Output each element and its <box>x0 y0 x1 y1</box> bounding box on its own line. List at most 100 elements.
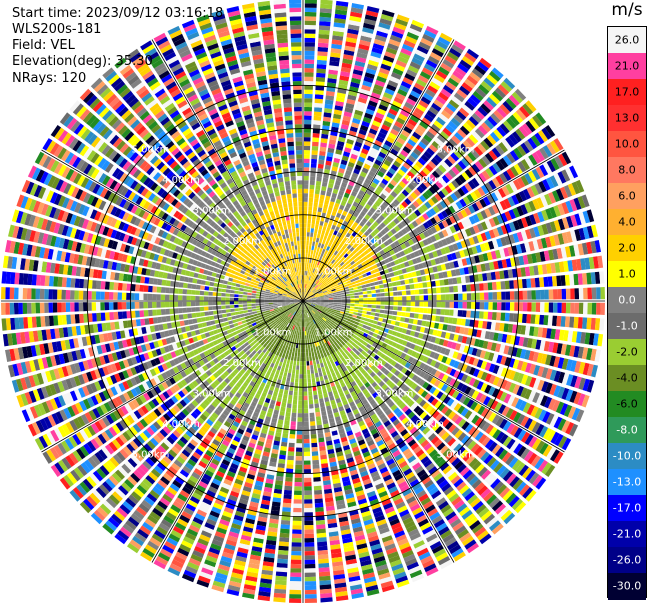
velocity-gate <box>303 223 307 228</box>
velocity-gate <box>436 301 442 308</box>
velocity-gate <box>328 275 333 280</box>
velocity-gate <box>457 285 463 292</box>
velocity-gate <box>441 383 449 392</box>
velocity-gate <box>582 378 591 392</box>
velocity-gate <box>349 306 355 309</box>
velocity-gate <box>553 219 561 232</box>
velocity-gate <box>439 316 445 323</box>
velocity-gate <box>367 308 372 312</box>
velocity-gate <box>314 328 317 334</box>
velocity-gate <box>569 316 575 328</box>
velocity-gate <box>278 545 289 551</box>
velocity-gate <box>418 215 426 223</box>
velocity-gate <box>333 281 338 286</box>
velocity-gate <box>365 459 374 466</box>
velocity-gate <box>389 325 395 330</box>
velocity-gate <box>392 144 401 153</box>
velocity-gate <box>311 325 314 330</box>
velocity-gate <box>327 147 335 154</box>
velocity-gate <box>323 269 328 274</box>
velocity-gate <box>324 315 329 319</box>
velocity-gate <box>457 259 464 267</box>
velocity-gate <box>309 276 313 281</box>
velocity-gate <box>473 146 484 156</box>
velocity-gate <box>337 140 345 147</box>
velocity-gate <box>531 253 538 264</box>
velocity-gate <box>439 200 448 209</box>
velocity-gate <box>232 518 243 526</box>
velocity-gate <box>408 65 420 74</box>
velocity-gate <box>401 417 410 425</box>
velocity-gate <box>594 318 601 331</box>
velocity-gate <box>323 173 330 179</box>
velocity-gate <box>418 379 426 387</box>
velocity-gate <box>366 490 376 498</box>
velocity-gate <box>393 434 402 442</box>
velocity-gate <box>409 135 419 144</box>
velocity-gate <box>478 172 487 183</box>
velocity-gate <box>317 211 322 217</box>
velocity-gate <box>571 331 578 343</box>
velocity-gate <box>303 236 306 241</box>
velocity-gate <box>278 541 289 547</box>
velocity-gate <box>327 242 332 247</box>
velocity-gate <box>444 348 451 356</box>
velocity-gate <box>369 128 378 135</box>
velocity-gate <box>338 266 343 271</box>
velocity-gate <box>332 161 339 168</box>
velocity-gate <box>574 376 582 389</box>
velocity-gate <box>401 359 408 367</box>
velocity-gate <box>319 349 323 355</box>
velocity-gate <box>481 422 491 432</box>
velocity-gate <box>342 537 353 544</box>
velocity-gate <box>374 420 383 428</box>
velocity-gate <box>441 219 449 228</box>
velocity-gate <box>317 541 328 547</box>
velocity-gate <box>307 298 312 300</box>
velocity-gate <box>387 551 399 559</box>
velocity-gate <box>480 330 486 339</box>
velocity-gate <box>246 409 254 415</box>
velocity-gate <box>237 447 245 454</box>
velocity-gate <box>392 175 400 184</box>
velocity-gate <box>324 276 329 281</box>
velocity-gate <box>360 35 372 43</box>
velocity-gate <box>338 167 345 174</box>
velocity-gate <box>495 160 505 171</box>
velocity-gate <box>282 330 286 335</box>
velocity-gate <box>327 78 337 84</box>
velocity-gate <box>422 213 430 221</box>
velocity-gate <box>368 151 377 159</box>
velocity-gate <box>336 145 344 151</box>
velocity-gate <box>431 308 437 315</box>
velocity-gate <box>515 244 523 254</box>
velocity-gate <box>358 466 367 473</box>
velocity-gate <box>298 313 301 318</box>
velocity-gate <box>553 289 558 300</box>
velocity-gate <box>586 363 594 377</box>
velocity-gate <box>320 267 324 272</box>
velocity-gate <box>322 290 328 294</box>
velocity-gate <box>398 413 407 422</box>
velocity-gate <box>304 305 306 310</box>
velocity-gate <box>306 294 310 299</box>
velocity-gate <box>333 330 339 335</box>
velocity-gate <box>490 131 500 143</box>
velocity-gate <box>318 331 323 336</box>
velocity-gate <box>335 339 341 345</box>
velocity-gate <box>300 305 303 310</box>
velocity-gate <box>484 410 493 420</box>
velocity-gate <box>478 254 485 263</box>
velocity-gate <box>408 27 421 37</box>
velocity-gate <box>326 336 331 341</box>
velocity-gate <box>491 523 504 535</box>
velocity-gate <box>318 38 329 44</box>
velocity-gate <box>456 382 464 391</box>
velocity-gate <box>452 243 459 251</box>
velocity-gate <box>521 217 529 228</box>
velocity-gate <box>307 312 310 318</box>
velocity-gate <box>343 192 350 199</box>
velocity-gate <box>337 301 342 303</box>
velocity-gate <box>421 117 432 126</box>
velocity-gate <box>202 453 212 462</box>
